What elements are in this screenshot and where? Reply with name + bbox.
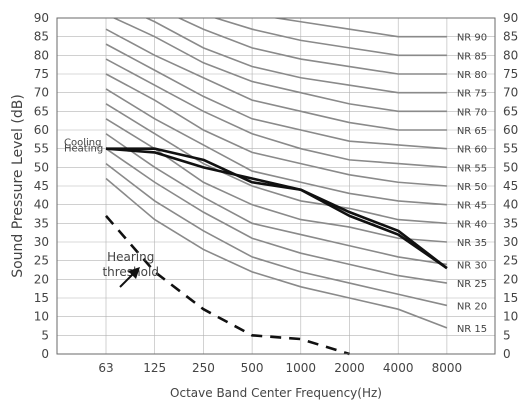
x-tick-label: 125 [143, 361, 166, 375]
nr-label: NR 25 [457, 279, 487, 290]
nr-label: NR 85 [457, 51, 487, 62]
y-tick-label-left: 70 [34, 86, 49, 100]
annotation-text: Hearing [107, 250, 154, 264]
nr-curve [105, 103, 447, 225]
series-lines [105, 147, 448, 270]
y-ticks-right: 0 5 10 15 20 25 30 35 40 45 50 55 60 65 70 75 80 85 90 [503, 11, 518, 361]
x-tick-label: 4000 [383, 361, 414, 375]
nr-curve [177, 18, 447, 75]
nr-curve [105, 88, 447, 206]
nr-label: NR 40 [457, 219, 487, 230]
nr-curve [112, 18, 447, 113]
y-tick-label-right: 35 [503, 216, 518, 230]
nr-curve [105, 177, 448, 329]
y-tick-label-right: 75 [503, 67, 518, 81]
x-tick-label: 63 [98, 361, 113, 375]
series-label-heating: Heating [64, 144, 103, 155]
x-tick-label: 1000 [286, 361, 317, 375]
series-line-heating [105, 147, 448, 270]
y-tick-label-right: 30 [503, 235, 518, 249]
y-tick-label-left: 45 [34, 179, 49, 193]
y-tick-label-right: 45 [503, 179, 518, 193]
nr-curve [105, 28, 447, 131]
nr-label: NR 70 [457, 107, 487, 118]
nr-curve [105, 73, 447, 187]
nr-curve [105, 162, 448, 307]
y-tick-label-right: 90 [503, 11, 518, 25]
y-tick-label-left: 75 [34, 67, 49, 81]
hearing-threshold [105, 215, 350, 356]
nr-curve [105, 58, 447, 169]
annotation-arrow [119, 273, 134, 288]
x-tick-label: 8000 [432, 361, 463, 375]
nr-label: NR 50 [457, 182, 487, 193]
y-tick-label-right: 60 [503, 123, 518, 137]
y-tick-label-left: 65 [34, 104, 49, 118]
y-tick-label-left: 10 [34, 310, 49, 324]
y-tick-label-left: 35 [34, 216, 49, 230]
nr-curve [271, 18, 447, 38]
y-tick-label-right: 85 [503, 30, 518, 44]
y-tick-label-left: 85 [34, 30, 49, 44]
y-tick-label-left: 90 [34, 11, 49, 25]
y-tick-label-left: 15 [34, 291, 49, 305]
nr-label: NR 45 [457, 201, 487, 212]
y-tick-label-right: 65 [503, 104, 518, 118]
y-tick-label-right: 0 [503, 347, 511, 361]
nr-label: NR 35 [457, 238, 487, 249]
y-tick-label-right: 80 [503, 48, 518, 62]
series-line-cooling [106, 147, 448, 270]
nr-label: NR 75 [457, 89, 487, 100]
y-tick-label-right: 5 [503, 328, 511, 342]
nr-label: NR 90 [457, 33, 487, 44]
annotation-arrowhead [128, 267, 140, 279]
y-tick-label-right: 50 [503, 160, 518, 174]
y-tick-label-right: 20 [503, 272, 518, 286]
y-tick-label-left: 0 [41, 347, 49, 361]
y-tick-label-right: 10 [503, 310, 518, 324]
plot-frame [56, 17, 496, 355]
y-tick-label-left: 55 [34, 142, 49, 156]
nr-curve [144, 18, 447, 94]
y-tick-label-left: 25 [34, 254, 49, 268]
annotations: Hearingthreshold [102, 250, 159, 288]
y-tick-label-right: 70 [503, 86, 518, 100]
x-tick-label: 250 [192, 361, 215, 375]
y-ticks-left: 0 5 10 15 20 25 30 35 40 45 50 55 60 65 70 75 80 85 90 [34, 11, 49, 361]
nr-curve [105, 43, 447, 150]
y-axis-label: Sound Pressure Level (dB) [10, 94, 26, 278]
y-tick-label-left: 5 [41, 328, 49, 342]
y-tick-label-right: 55 [503, 142, 518, 156]
nr-label: NR 65 [457, 126, 487, 137]
nr-label: NR 15 [457, 324, 487, 335]
nr-label: NR 80 [457, 70, 487, 81]
series-label-cooling: Cooling [64, 138, 101, 149]
nr-label: NR 20 [457, 301, 487, 312]
y-tick-label-left: 50 [34, 160, 49, 174]
x-axis-label: Octave Band Center Frequency(Hz) [170, 386, 382, 400]
y-tick-label-left: 20 [34, 272, 49, 286]
nr-label: NR 60 [457, 145, 487, 156]
y-tick-label-left: 80 [34, 48, 49, 62]
hearing-threshold-line [105, 215, 350, 356]
nr-labels: NR 15 NR 20 NR 25 NR 30 NR 35 NR 40 NR 45 NR 50… [457, 33, 487, 335]
x-tick-label: 2000 [334, 361, 365, 375]
y-tick-label-left: 30 [34, 235, 49, 249]
y-tick-label-left: 40 [34, 198, 49, 212]
y-tick-label-right: 40 [503, 198, 518, 212]
y-tick-label-right: 25 [503, 254, 518, 268]
x-ticks: 63 125 250 500 1000 2000 4000 8000 [98, 361, 462, 375]
nr-curves [105, 18, 448, 329]
y-tick-label-right: 15 [503, 291, 518, 305]
nr-label: NR 55 [457, 163, 487, 174]
nr-curve [105, 148, 448, 284]
nr-curve [105, 133, 448, 266]
y-tick-label-left: 60 [34, 123, 49, 137]
nr-curve [212, 18, 447, 57]
x-tick-label: 500 [241, 361, 264, 375]
nr-label: NR 30 [457, 260, 487, 271]
